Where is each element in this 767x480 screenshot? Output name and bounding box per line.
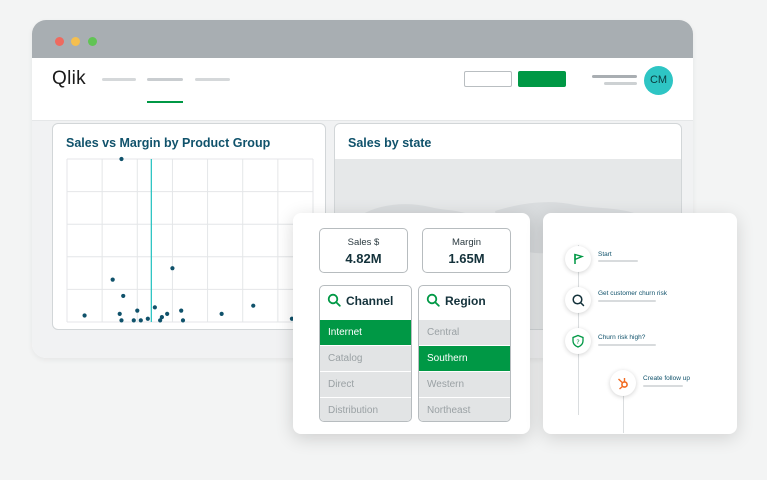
region-filter-header[interactable]: Region — [419, 286, 510, 319]
channel-option-distribution[interactable]: Distribution — [320, 397, 411, 421]
scatter-point[interactable] — [121, 293, 126, 299]
channel-filter[interactable]: Channel Internet Catalog Direct Distribu… — [319, 285, 412, 422]
scatter-chart-title: Sales vs Margin by Product Group — [66, 136, 271, 150]
flow-step-churn[interactable] — [565, 287, 591, 313]
scatter-point[interactable] — [219, 311, 224, 316]
region-option-central[interactable]: Central — [419, 319, 510, 345]
channel-option-internet[interactable]: Internet — [320, 319, 411, 345]
scatter-point[interactable] — [110, 277, 115, 282]
channel-option-direct[interactable]: Direct — [320, 371, 411, 397]
scatter-point[interactable] — [170, 266, 175, 271]
app-header: Qlik CM — [32, 58, 693, 121]
flow-step-followup-label: Create follow up — [643, 375, 690, 382]
kpi-margin-label: Margin — [451, 237, 482, 248]
scatter-point[interactable] — [82, 313, 87, 318]
kpi-margin-value: 1.65M — [448, 251, 485, 266]
search-icon[interactable] — [327, 293, 341, 307]
primary-button[interactable] — [518, 71, 566, 87]
channel-filter-title: Channel — [346, 294, 394, 308]
avatar[interactable]: CM — [644, 66, 673, 95]
nav-item-placeholder-2[interactable] — [147, 78, 183, 81]
flow-step-churn-sub — [598, 300, 656, 302]
window-close-dot[interactable] — [55, 37, 64, 46]
scatter-point[interactable] — [117, 311, 122, 316]
scatter-point[interactable] — [119, 156, 124, 162]
channel-filter-header[interactable]: Channel — [320, 286, 411, 319]
secondary-button[interactable] — [464, 71, 512, 87]
kpi-sales-value: 4.82M — [345, 251, 382, 266]
flow-step-churn-label: Get customer churn risk — [598, 290, 667, 297]
scatter-point[interactable] — [158, 318, 163, 323]
flow-step-start-label: Start — [598, 251, 612, 258]
flow-branch-connector — [623, 389, 624, 433]
flow-step-followup[interactable] — [610, 370, 636, 396]
flow-step-start-sub — [598, 260, 638, 262]
automation-flow-card: Start Get customer churn risk ? Churn ri… — [543, 213, 737, 434]
nav-item-placeholder-1[interactable] — [102, 78, 136, 81]
scatter-point[interactable] — [179, 308, 184, 313]
scatter-point[interactable] — [251, 303, 256, 308]
scatter-point[interactable] — [289, 316, 295, 321]
scatter-point[interactable] — [138, 318, 143, 323]
kpi-sales[interactable]: Sales $ 4.82M — [319, 228, 408, 273]
region-filter[interactable]: Region Central Southern Western Northeas… — [418, 285, 511, 422]
flag-icon — [574, 253, 585, 264]
window-maximize-dot[interactable] — [88, 37, 97, 46]
scatter-point[interactable] — [131, 318, 136, 323]
qlik-logo: Qlik — [52, 68, 86, 89]
scatter-chart-card[interactable]: Sales vs Margin by Product Group — [52, 123, 326, 330]
svg-text:?: ? — [576, 338, 579, 346]
search-icon[interactable] — [426, 293, 440, 307]
kpi-margin[interactable]: Margin 1.65M — [422, 228, 511, 273]
scatter-point[interactable] — [152, 305, 157, 310]
channel-option-catalog[interactable]: Catalog — [320, 345, 411, 371]
decision-shield-icon: ? — [572, 334, 584, 348]
scatter-point[interactable] — [165, 311, 170, 316]
flow-step-decision-label: Churn risk high? — [598, 334, 646, 341]
scatter-chart[interactable] — [53, 124, 326, 330]
flow-step-decision-sub — [598, 344, 656, 346]
scatter-point[interactable] — [159, 315, 164, 320]
region-option-western[interactable]: Western — [419, 371, 510, 397]
selection-panel: Sales $ 4.82M Margin 1.65M Channel Inter… — [293, 213, 530, 434]
flow-step-start[interactable] — [565, 246, 591, 272]
user-role-placeholder — [604, 82, 637, 85]
region-option-southern[interactable]: Southern — [419, 345, 510, 371]
region-option-northeast[interactable]: Northeast — [419, 397, 510, 421]
flow-step-decision[interactable]: ? — [565, 328, 591, 354]
flow-step-followup-sub — [643, 385, 683, 387]
nav-active-indicator — [147, 101, 183, 103]
search-icon — [572, 294, 585, 307]
window-titlebar — [32, 20, 693, 58]
nav-item-placeholder-3[interactable] — [195, 78, 230, 81]
scatter-point[interactable] — [119, 318, 124, 323]
region-filter-title: Region — [445, 294, 486, 308]
map-chart-title: Sales by state — [348, 136, 432, 150]
kpi-sales-label: Sales $ — [347, 237, 380, 248]
user-name-placeholder — [592, 75, 637, 78]
scatter-point[interactable] — [145, 316, 150, 321]
scatter-point[interactable] — [135, 308, 140, 313]
hubspot-icon — [618, 378, 628, 390]
window-minimize-dot[interactable] — [71, 37, 80, 46]
scatter-point[interactable] — [180, 318, 186, 323]
